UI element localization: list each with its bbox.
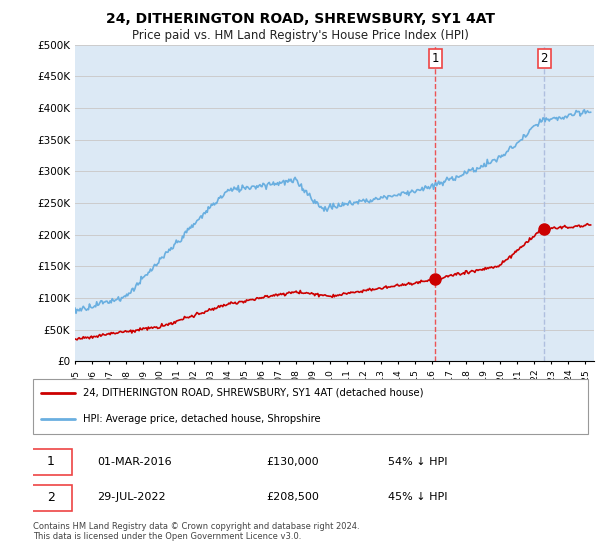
Text: Contains HM Land Registry data © Crown copyright and database right 2024.
This d: Contains HM Land Registry data © Crown c…	[33, 522, 359, 542]
Text: 54% ↓ HPI: 54% ↓ HPI	[388, 456, 448, 466]
FancyBboxPatch shape	[30, 485, 72, 511]
Text: Price paid vs. HM Land Registry's House Price Index (HPI): Price paid vs. HM Land Registry's House …	[131, 29, 469, 42]
Text: £130,000: £130,000	[266, 456, 319, 466]
Text: 24, DITHERINGTON ROAD, SHREWSBURY, SY1 4AT (detached house): 24, DITHERINGTON ROAD, SHREWSBURY, SY1 4…	[83, 388, 424, 398]
FancyBboxPatch shape	[30, 449, 72, 475]
Text: 1: 1	[47, 455, 55, 468]
Text: HPI: Average price, detached house, Shropshire: HPI: Average price, detached house, Shro…	[83, 414, 320, 423]
Text: 2: 2	[541, 53, 548, 66]
Text: 2: 2	[47, 491, 55, 503]
FancyBboxPatch shape	[33, 379, 588, 434]
Text: 01-MAR-2016: 01-MAR-2016	[97, 456, 172, 466]
Text: 1: 1	[431, 53, 439, 66]
Text: 45% ↓ HPI: 45% ↓ HPI	[388, 492, 448, 502]
Text: £208,500: £208,500	[266, 492, 319, 502]
Text: 24, DITHERINGTON ROAD, SHREWSBURY, SY1 4AT: 24, DITHERINGTON ROAD, SHREWSBURY, SY1 4…	[106, 12, 494, 26]
Text: 29-JUL-2022: 29-JUL-2022	[97, 492, 166, 502]
